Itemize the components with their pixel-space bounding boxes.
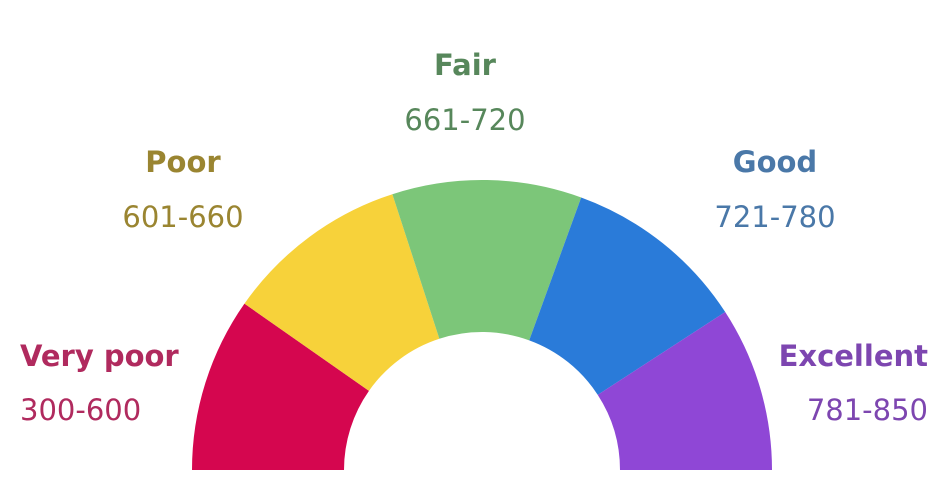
- range-very-poor: 300-600: [20, 393, 141, 427]
- segment-good: [529, 197, 726, 395]
- segment-fair: [392, 180, 582, 341]
- label-fair: Fair: [434, 48, 497, 82]
- label-very-poor: Very poor: [20, 339, 179, 373]
- segment-poor: [244, 194, 440, 391]
- segment-very-poor: [192, 303, 369, 470]
- label-good: Good: [733, 145, 817, 179]
- range-good: 721-780: [714, 200, 835, 234]
- gauge-segments: [192, 180, 772, 470]
- label-poor: Poor: [145, 145, 221, 179]
- range-excellent: 781-850: [807, 393, 928, 427]
- range-fair: 661-720: [404, 103, 525, 137]
- label-excellent: Excellent: [779, 339, 929, 373]
- segment-excellent: [597, 312, 772, 470]
- range-poor: 601-660: [122, 200, 243, 234]
